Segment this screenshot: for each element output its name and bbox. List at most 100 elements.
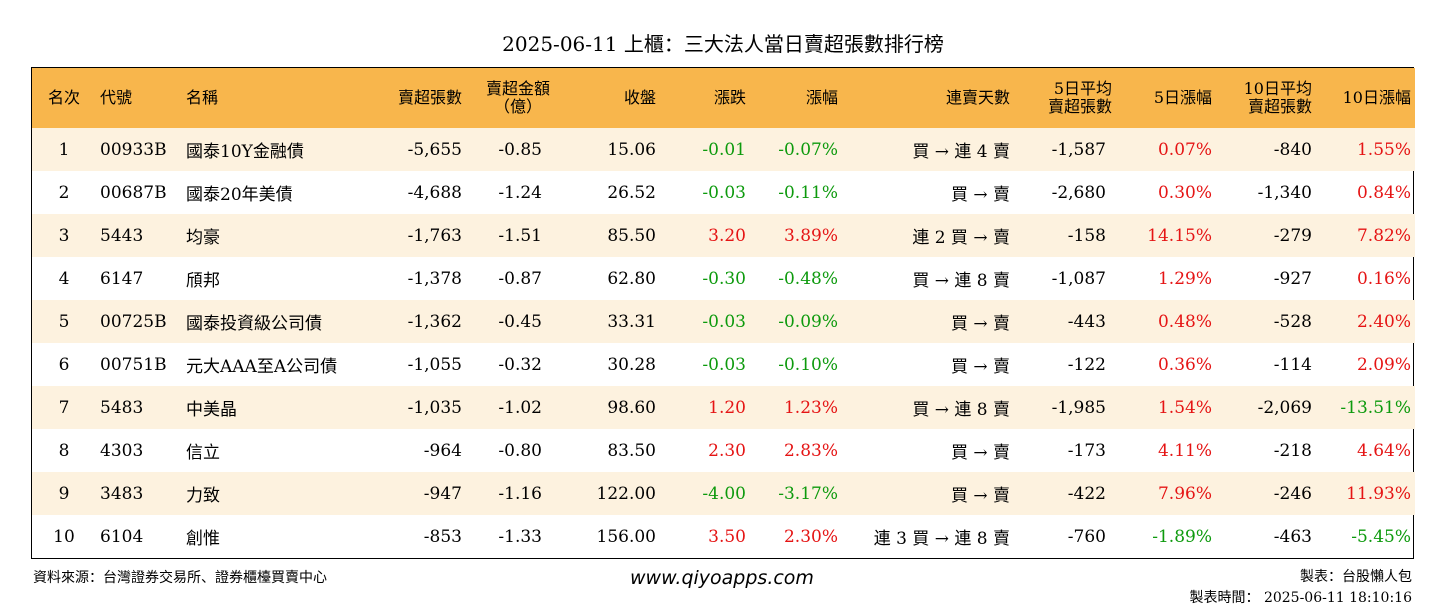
sell-qty-cell: -1,362: [407, 311, 462, 332]
sell-days-cell: 買 → 賣: [950, 314, 1010, 334]
change-cell: -0.03: [702, 354, 746, 375]
table-row: 10 6104 創惟 -853 -1.33 156.00 3.50 2.30% 連 3 買 → …: [32, 515, 1415, 558]
header-avg10: 10日平均 賣超張數: [1243, 79, 1312, 116]
sell-amt-cell: -0.80: [498, 440, 542, 461]
pct5-cell: 1.29%: [1157, 268, 1212, 289]
avg10-cell: -528: [1273, 311, 1312, 332]
name-cell: 中美晶: [186, 400, 237, 420]
sell-days-cell: 連 3 買 → 連 8 賣: [873, 529, 1010, 549]
close-cell: 33.31: [607, 311, 656, 332]
avg5-cell: -122: [1067, 354, 1106, 375]
avg5-cell: -1,587: [1051, 139, 1106, 160]
avg5-cell: -1,087: [1051, 268, 1106, 289]
avg10-cell: -463: [1273, 526, 1312, 547]
avg10-cell: -927: [1273, 268, 1312, 289]
change-cell: 3.50: [708, 526, 746, 547]
change-cell: -0.01: [702, 139, 746, 160]
avg5-cell: -443: [1067, 311, 1106, 332]
header-code: 代號: [100, 88, 133, 107]
code-cell: 00751B: [100, 354, 167, 375]
table-row: 9 3483 力致 -947 -1.16 122.00 -4.00 -3.17% 買 → 賣 -4…: [32, 472, 1415, 515]
sell-days-cell: 買 → 連 4 賣: [912, 142, 1010, 162]
code-cell: 00933B: [100, 139, 167, 160]
code-cell: 5443: [100, 225, 144, 246]
sell-qty-cell: -1,378: [407, 268, 462, 289]
avg5-cell: -2,680: [1051, 182, 1106, 203]
name-cell: 元大AAA至A公司債: [186, 357, 338, 377]
pct5-cell: 14.15%: [1147, 225, 1212, 246]
rank-cell: 10: [53, 526, 75, 547]
avg10-cell: -218: [1273, 440, 1312, 461]
sell-qty-cell: -853: [423, 526, 462, 547]
name-cell: 國泰20年美債: [186, 185, 293, 205]
ranking-table: 名次 代號 名稱 賣超張數 賣超金額 （億） 收盤 漲跌 漲幅 連賣天數 5日平…: [31, 67, 1415, 559]
change-pct-cell: 3.89%: [783, 225, 838, 246]
code-cell: 6104: [100, 526, 144, 547]
name-cell: 國泰10Y金融債: [186, 142, 304, 162]
table-row: 7 5483 中美晶 -1,035 -1.02 98.60 1.20 1.23% 買 → 連 8…: [32, 386, 1415, 429]
maker-note: 製表：台股懶人包: [1300, 569, 1412, 585]
change-pct-cell: -0.10%: [778, 354, 838, 375]
header-avg5: 5日平均 賣超張數: [1047, 79, 1112, 116]
avg10-cell: -114: [1273, 354, 1312, 375]
code-cell: 5483: [100, 397, 144, 418]
pct5-cell: -1.89%: [1152, 526, 1212, 547]
avg5-cell: -422: [1067, 483, 1106, 504]
rank-cell: 3: [58, 225, 70, 246]
website-link[interactable]: www.qiyoapps.com: [630, 567, 814, 589]
avg5-cell: -173: [1067, 440, 1106, 461]
pct10-cell: 7.82%: [1356, 225, 1411, 246]
change-cell: 3.20: [708, 225, 746, 246]
code-cell: 3483: [100, 483, 144, 504]
change-cell: -0.03: [702, 311, 746, 332]
close-cell: 83.50: [607, 440, 656, 461]
footer-right: 製表：台股懶人包 製表時間： 2025-06-11 18:10:16: [1190, 567, 1413, 609]
rank-cell: 1: [58, 139, 70, 160]
avg10-cell: -246: [1273, 483, 1312, 504]
name-cell: 頎邦: [186, 271, 220, 291]
sell-amt-cell: -0.45: [498, 311, 542, 332]
sell-amt-cell: -0.32: [498, 354, 542, 375]
pct10-cell: 0.84%: [1356, 182, 1411, 203]
sell-amt-cell: -0.87: [498, 268, 542, 289]
header-pct: 漲幅: [805, 88, 838, 107]
pct10-cell: -13.51%: [1340, 397, 1411, 418]
sell-qty-cell: -947: [423, 483, 462, 504]
pct10-cell: 4.64%: [1356, 440, 1411, 461]
rank-cell: 8: [58, 440, 70, 461]
pct5-cell: 0.36%: [1157, 354, 1212, 375]
sell-amt-cell: -1.02: [498, 397, 542, 418]
pct5-cell: 0.48%: [1157, 311, 1212, 332]
name-cell: 力致: [186, 486, 220, 506]
change-cell: -0.30: [702, 268, 746, 289]
sell-days-cell: 買 → 賣: [950, 486, 1010, 506]
code-cell: 4303: [100, 440, 144, 461]
pct10-cell: -5.45%: [1351, 526, 1411, 547]
close-cell: 85.50: [607, 225, 656, 246]
name-cell: 信立: [186, 443, 220, 463]
code-cell: 6147: [100, 268, 144, 289]
change-cell: -0.03: [702, 182, 746, 203]
sell-days-cell: 買 → 賣: [950, 443, 1010, 463]
header-rank: 名次: [47, 88, 80, 107]
sell-days-cell: 買 → 賣: [950, 185, 1010, 205]
close-cell: 156.00: [596, 526, 656, 547]
sell-amt-cell: -1.33: [498, 526, 542, 547]
rank-cell: 6: [58, 354, 70, 375]
sell-days-cell: 連 2 買 → 賣: [912, 228, 1010, 248]
close-cell: 15.06: [607, 139, 656, 160]
table-row: 3 5443 均豪 -1,763 -1.51 85.50 3.20 3.89% 連 2 買 → …: [32, 214, 1415, 257]
rank-cell: 5: [58, 311, 70, 332]
sell-days-cell: 買 → 賣: [950, 357, 1010, 377]
change-pct-cell: -0.11%: [778, 182, 838, 203]
table-row: 2 00687B 國泰20年美債 -4,688 -1.24 26.52 -0.03 -0.11…: [32, 171, 1415, 214]
change-pct-cell: 2.83%: [783, 440, 838, 461]
change-cell: 1.20: [708, 397, 746, 418]
change-cell: -4.00: [702, 483, 746, 504]
rank-cell: 2: [58, 182, 70, 203]
avg10-cell: -1,340: [1257, 182, 1312, 203]
sell-qty-cell: -1,035: [407, 397, 462, 418]
pct10-cell: 2.40%: [1356, 311, 1411, 332]
pct5-cell: 0.30%: [1157, 182, 1212, 203]
code-cell: 00725B: [100, 311, 167, 332]
